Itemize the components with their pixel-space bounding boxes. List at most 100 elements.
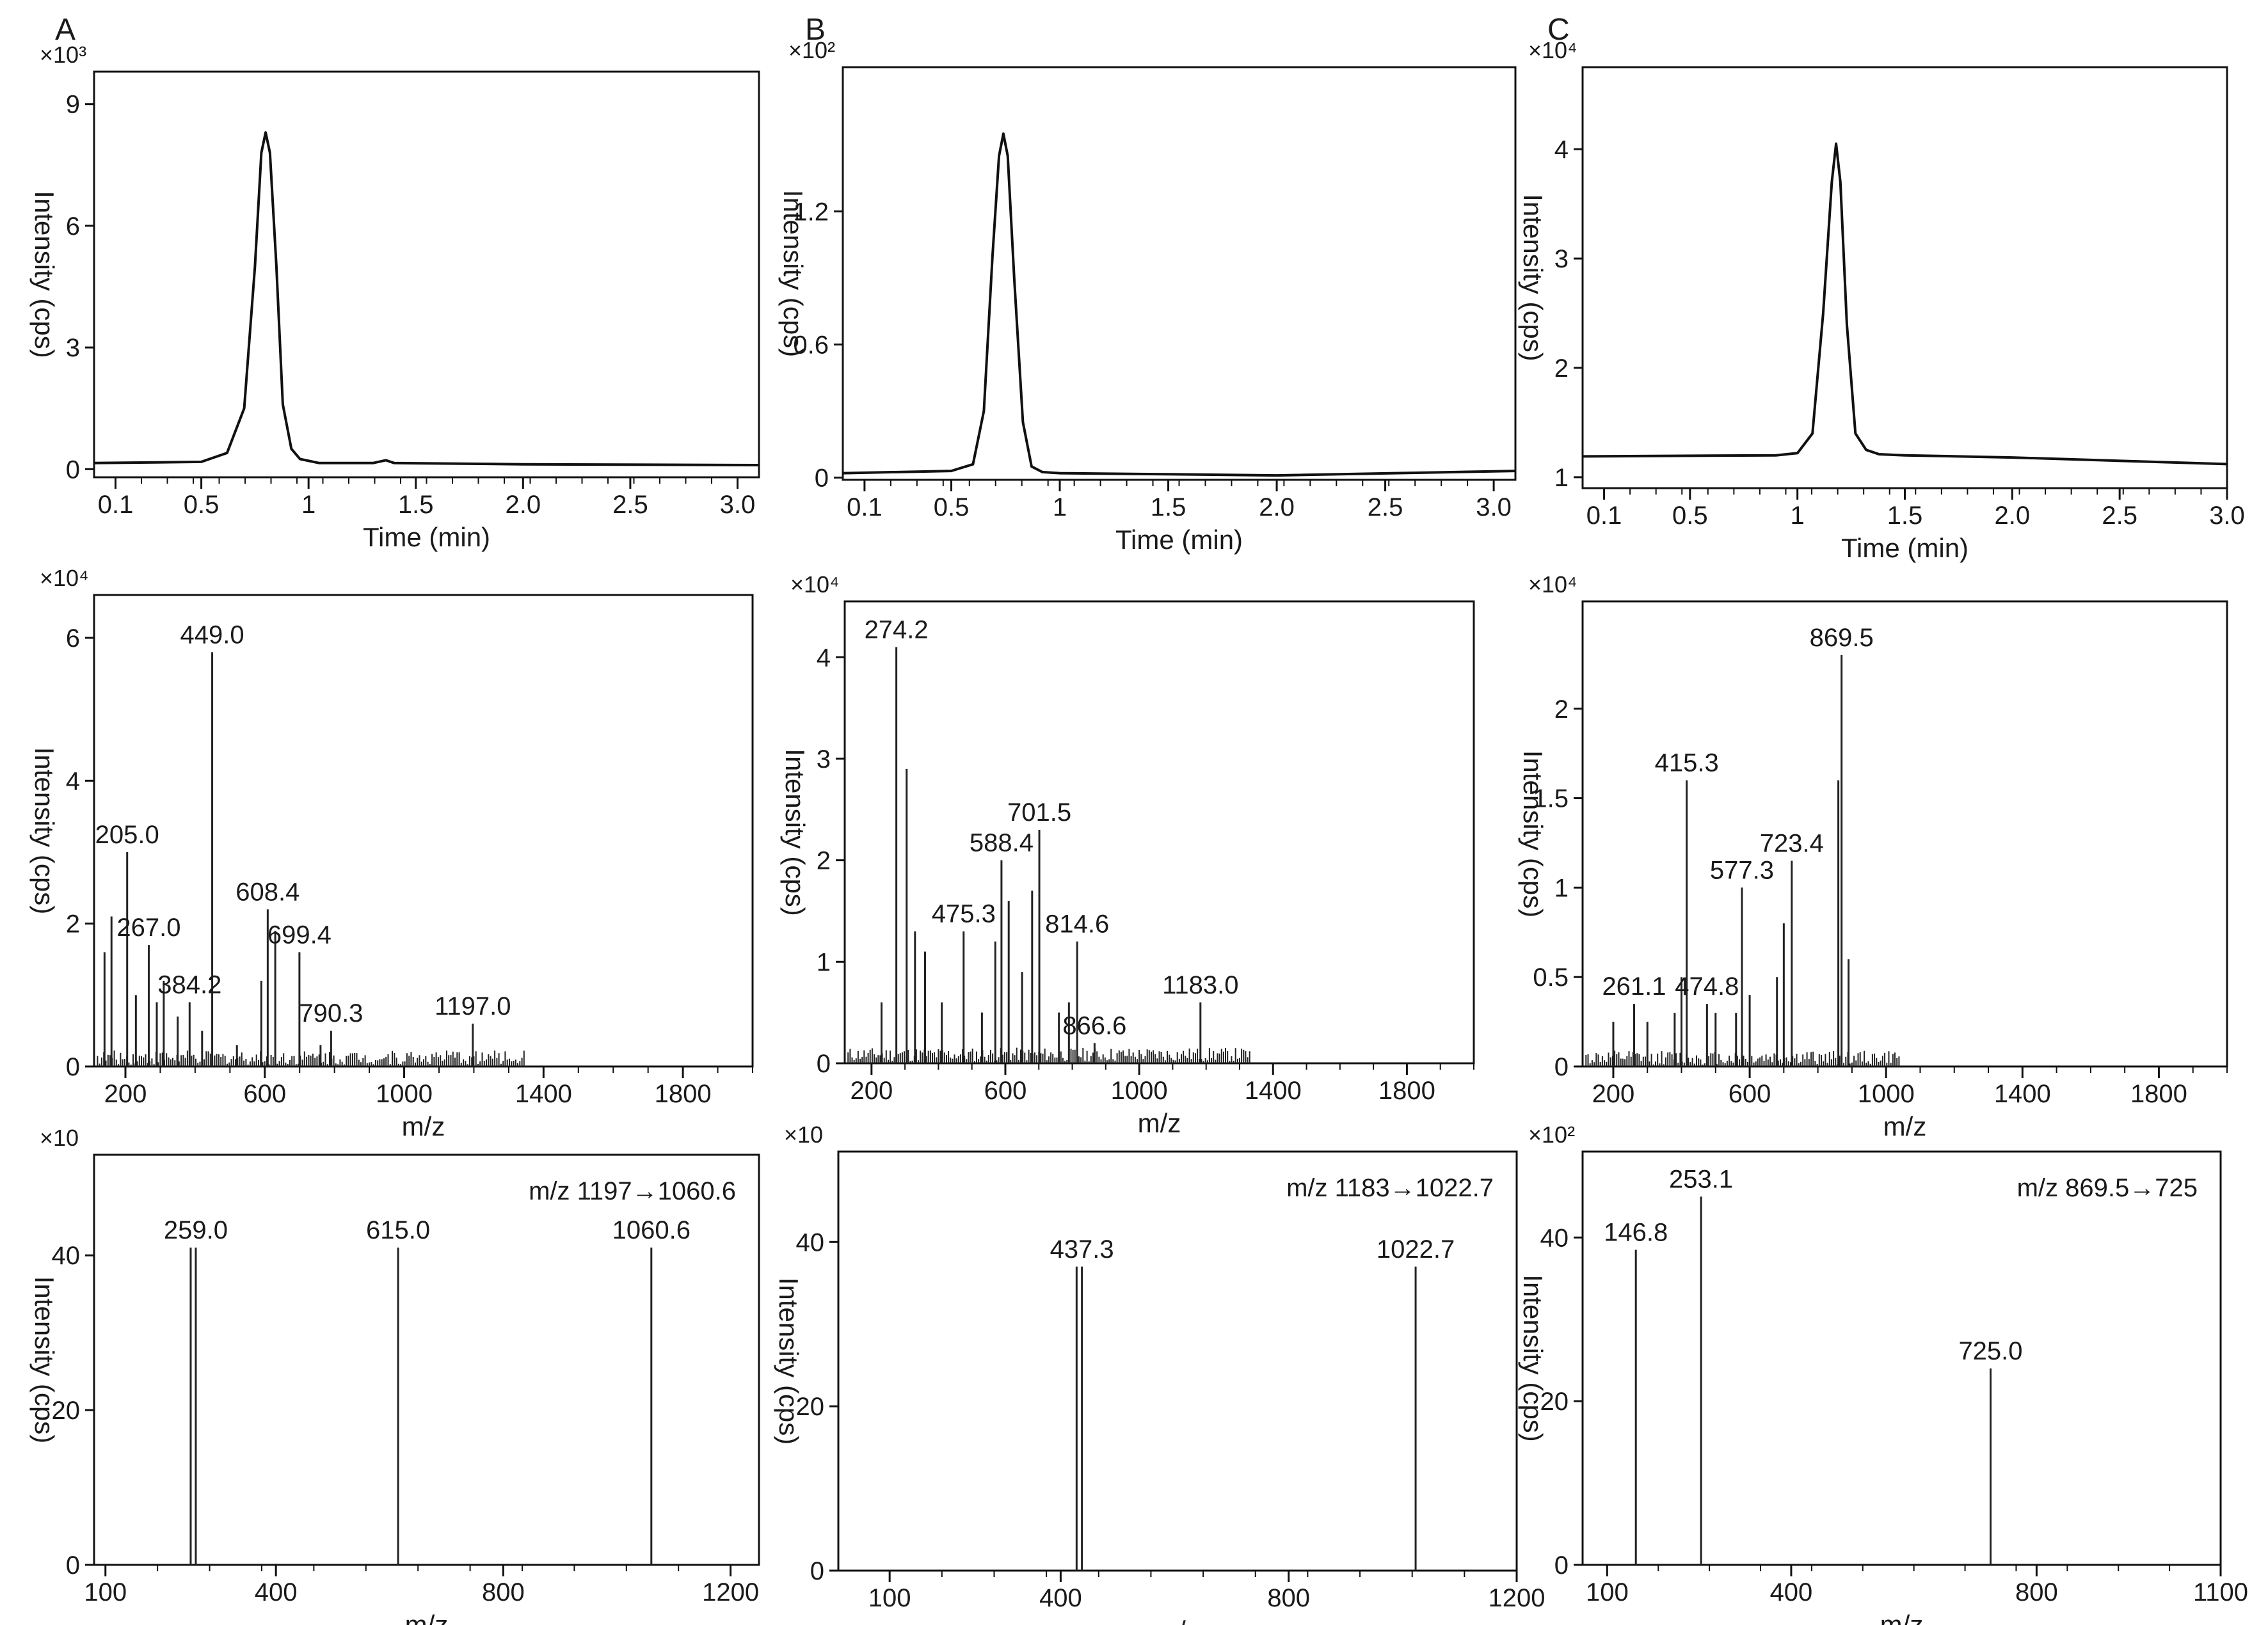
- x-tick-label: 800: [2015, 1578, 2058, 1606]
- y-multiplier: ×10: [784, 1122, 823, 1148]
- A-ms-chart: ×10⁴ 0 2 4 6 200 600 1000 1400 1800 m/z Intensity (…: [29, 565, 754, 1141]
- x-tick-label: 0.5: [1672, 502, 1708, 530]
- peak-label: 814.6: [1045, 910, 1109, 939]
- peak-label: 384.2: [157, 971, 221, 999]
- x-tick-label: 0.1: [98, 491, 134, 519]
- plot-frame: [93, 70, 760, 479]
- peak-label: 205.0: [95, 821, 159, 849]
- y-tick-label: 3: [66, 334, 80, 362]
- A-chromatogram-chart: ×10³ 0 3 6 9 0.1 0.5 1 1.5 2.0 2.5 3.0 Time (min) Int…: [29, 42, 760, 552]
- x-axis-label: m/z: [1138, 1108, 1181, 1138]
- y-tick-label: 0: [1554, 1551, 1569, 1580]
- y-tick-label: 40: [52, 1242, 81, 1270]
- peak-label: 146.8: [1604, 1219, 1668, 1247]
- y-tick-label: 0: [1554, 1053, 1569, 1081]
- peak-label: 869.5: [1810, 624, 1874, 652]
- x-axis-label: Time (min): [363, 522, 490, 552]
- x-tick-label: 1000: [376, 1080, 433, 1108]
- C-ms-chart: ×10⁴ 0 0.5 1 1.5 2 200 600 1000 1400 1800 m/z Intens…: [1518, 571, 2228, 1141]
- peak-label: 261.1: [1602, 972, 1666, 1001]
- y-tick-label: 20: [796, 1393, 825, 1421]
- y-tick-label: 9: [66, 91, 80, 119]
- C-chromatogram-chart: ×10⁴ 1 2 3 4 0.1 0.5 1 1.5 2.0 2.5 3.0 Time (min) Int…: [1518, 37, 2245, 563]
- y-tick-label: 4: [66, 767, 80, 795]
- x-tick-label: 2.0: [1995, 502, 2031, 530]
- y-tick-label: 6: [66, 624, 80, 653]
- peak-label: 577.3: [1710, 856, 1774, 884]
- noise-floor: [1585, 1050, 1900, 1066]
- peak-label: 1183.0: [1162, 971, 1238, 999]
- x-tick-label: 1000: [1858, 1080, 1915, 1108]
- x-tick-label: 1.5: [398, 491, 434, 519]
- peak-label: 1060.6: [612, 1216, 691, 1244]
- y-multiplier: ×10: [40, 1125, 79, 1151]
- y-tick-label: 0: [815, 464, 829, 493]
- peak-label: 701.5: [1007, 798, 1071, 827]
- peak-label: 1022.7: [1377, 1235, 1455, 1264]
- y-tick-label: 0: [810, 1557, 824, 1585]
- y-axis-label: Intensity (cps): [29, 1276, 60, 1443]
- C-msms-chart: ×10² 0 20 40 100 400 800 1100 m/z Intensity (cps)…: [1518, 1122, 2248, 1625]
- chromatogram-trace: [1582, 142, 2228, 466]
- y-tick-label: 0: [66, 1053, 80, 1081]
- x-tick-label: 200: [104, 1080, 147, 1108]
- peak-label: 615.0: [366, 1216, 430, 1244]
- x-tick-label: 800: [482, 1578, 525, 1606]
- peak-label: 588.4: [970, 829, 1034, 857]
- peak-label: 449.0: [180, 621, 244, 649]
- y-tick-label: 0.6: [793, 331, 829, 359]
- y-tick-label: 1.2: [793, 198, 829, 226]
- peak-label: 253.1: [1669, 1165, 1733, 1193]
- peak-label: 267.0: [116, 914, 180, 942]
- transition-label: m/z 1183→1022.7: [1286, 1174, 1494, 1202]
- x-axis-label: Time (min): [1115, 525, 1243, 555]
- x-tick-label: 1200: [1489, 1584, 1545, 1612]
- x-tick-label: 1800: [2130, 1080, 2187, 1108]
- x-tick-label: 0.1: [847, 493, 882, 521]
- y-axis-label: Intensity (cps): [1518, 1274, 1548, 1441]
- x-tick-label: 200: [1592, 1080, 1635, 1108]
- B-ms-chart: ×10⁴ 0 1 2 3 4 200 600 1000 1400 1800 m/z Intensity …: [780, 571, 1475, 1138]
- x-tick-label: 1400: [1245, 1077, 1302, 1105]
- y-tick-label: 0.5: [1533, 963, 1569, 992]
- noise-floor: [847, 1047, 1250, 1063]
- x-axis-label: m/z: [402, 1111, 445, 1141]
- y-tick-label: 4: [1554, 136, 1569, 164]
- x-tick-label: 1: [1053, 493, 1067, 521]
- B-chromatogram-chart: ×10² 0 0.6 1.2 0.1 0.5 1 1.5 2.0 2.5 3.0 Time (min)…: [778, 37, 1517, 555]
- peak-label: 474.8: [1675, 972, 1739, 1001]
- x-axis-label: m/z: [1883, 1111, 1927, 1141]
- y-tick-label: 0: [66, 1551, 80, 1580]
- x-tick-label: 200: [850, 1077, 893, 1105]
- y-tick-label: 0: [66, 456, 80, 484]
- x-tick-label: 2.5: [612, 491, 648, 519]
- y-axis-label: Intensity (cps): [774, 1278, 804, 1445]
- x-tick-label: 800: [1267, 1584, 1310, 1612]
- x-tick-label: 3.0: [2209, 502, 2245, 530]
- peak-label: 866.6: [1062, 1011, 1126, 1040]
- y-multiplier: ×10⁴: [790, 571, 840, 598]
- x-tick-label: 100: [1586, 1578, 1629, 1606]
- x-tick-label: 2.0: [1259, 493, 1295, 521]
- x-tick-label: 1400: [1994, 1080, 2051, 1108]
- y-multiplier: ×10²: [1528, 1122, 1575, 1148]
- x-tick-label: 400: [255, 1578, 298, 1606]
- x-tick-label: 0.1: [1586, 502, 1622, 530]
- y-axis-label: Intensity (cps): [29, 747, 60, 914]
- x-tick-label: 2.0: [506, 491, 541, 519]
- y-tick-label: 3: [817, 745, 831, 773]
- peak-label: 475.3: [932, 900, 996, 928]
- y-tick-label: 40: [1540, 1224, 1569, 1252]
- A-msms-chart: ×10 0 20 40 100 400 800 1200 m/z Intensity (cps) m…: [29, 1125, 760, 1625]
- B-msms-chart: ×10 0 20 40 100 400 800 1200 m/z Intensity (cps) m…: [774, 1122, 1545, 1625]
- x-tick-label: 1400: [515, 1080, 572, 1108]
- y-tick-label: 1.5: [1533, 785, 1569, 813]
- y-multiplier: ×10⁴: [40, 565, 89, 591]
- plot-frame: [1581, 66, 2228, 489]
- x-tick-label: 1: [301, 491, 315, 519]
- x-tick-label: 100: [868, 1584, 911, 1612]
- y-tick-label: 2: [66, 910, 80, 939]
- y-tick-label: 0: [817, 1050, 831, 1078]
- plot-frame: [1581, 1150, 2222, 1566]
